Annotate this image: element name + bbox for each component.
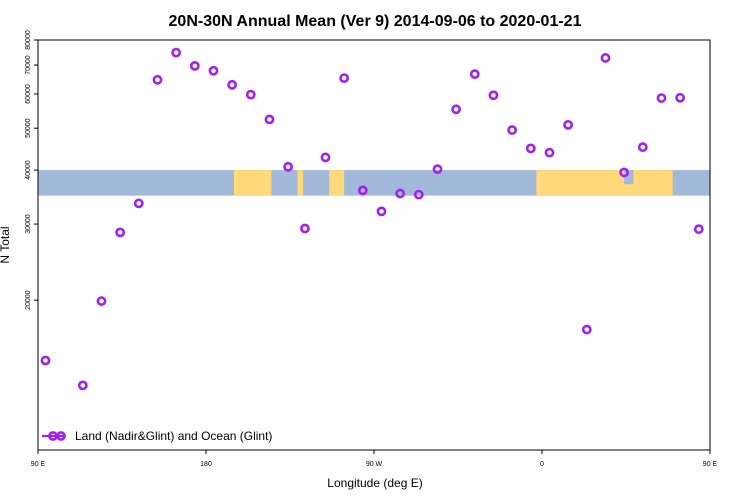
data-point (413, 189, 424, 200)
legend-marker (56, 431, 66, 441)
world-map-band (38, 170, 710, 196)
data-point (693, 224, 704, 235)
data-point (376, 206, 387, 217)
data-point (339, 73, 350, 84)
data-point (357, 185, 368, 196)
data-point (581, 324, 592, 335)
data-point (320, 152, 331, 163)
data-point (563, 119, 574, 130)
x-axis-label: Longitude (deg E) (327, 476, 422, 490)
data-point (96, 296, 107, 306)
data-point (208, 65, 219, 76)
data-point (40, 355, 51, 366)
data-point (77, 380, 88, 391)
data-point (152, 74, 163, 85)
land-region (297, 170, 304, 196)
data-point (469, 69, 480, 80)
data-point (300, 223, 310, 234)
data-point (656, 93, 667, 103)
data-point (133, 198, 144, 209)
land-region (329, 170, 345, 196)
data-point (264, 114, 275, 125)
legend: Land (Nadir&Glint) and Ocean (Glint) (42, 429, 272, 443)
y-tick-label: 80000 (25, 30, 32, 50)
data-point (714, 357, 721, 364)
data-point (283, 161, 294, 172)
chart-title: 20N-30N Annual Mean (Ver 9) 2014-09-06 t… (169, 13, 582, 30)
land-region (536, 170, 673, 196)
plot-frame (37, 39, 711, 451)
data-point (619, 167, 630, 178)
data-point (451, 104, 462, 115)
y-tick-label: 60000 (25, 84, 32, 104)
sea-notch (624, 170, 634, 185)
data-point (675, 92, 686, 103)
data-point (189, 60, 200, 71)
x-tick-label: 90 W (366, 461, 383, 468)
y-tick-label: 50000 (25, 118, 32, 138)
y-axis: 20000 30000 40000 50000 60000 70000 80000 (25, 30, 38, 310)
data-point (488, 90, 499, 101)
y-tick-label: 40000 (25, 160, 32, 180)
data-point (171, 47, 182, 58)
data-point (637, 142, 648, 153)
x-tick-label: 0 (540, 461, 544, 468)
x-tick-label: 180 (200, 461, 212, 468)
land-region (234, 170, 272, 196)
data-point (507, 125, 518, 135)
x-axis: 90 E 180 90 W 0 90 E (31, 450, 718, 468)
y-axis-label: N Total (0, 226, 12, 263)
y-tick-label: 30000 (25, 214, 32, 234)
y-tick-label: 20000 (25, 290, 32, 310)
data-points (40, 47, 740, 391)
y-tick-label: 70000 (25, 55, 32, 75)
data-point (733, 382, 740, 389)
data-point (525, 143, 536, 154)
data-point (432, 164, 443, 175)
data-point (115, 227, 126, 238)
x-tick-label: 90 E (31, 461, 46, 468)
data-point (544, 147, 555, 158)
legend-label: Land (Nadir&Glint) and Ocean (Glint) (75, 429, 272, 443)
data-point (227, 79, 238, 90)
data-point (395, 188, 406, 199)
x-tick-label: 90 E (703, 461, 718, 468)
data-point (600, 53, 611, 63)
data-point (245, 89, 256, 100)
